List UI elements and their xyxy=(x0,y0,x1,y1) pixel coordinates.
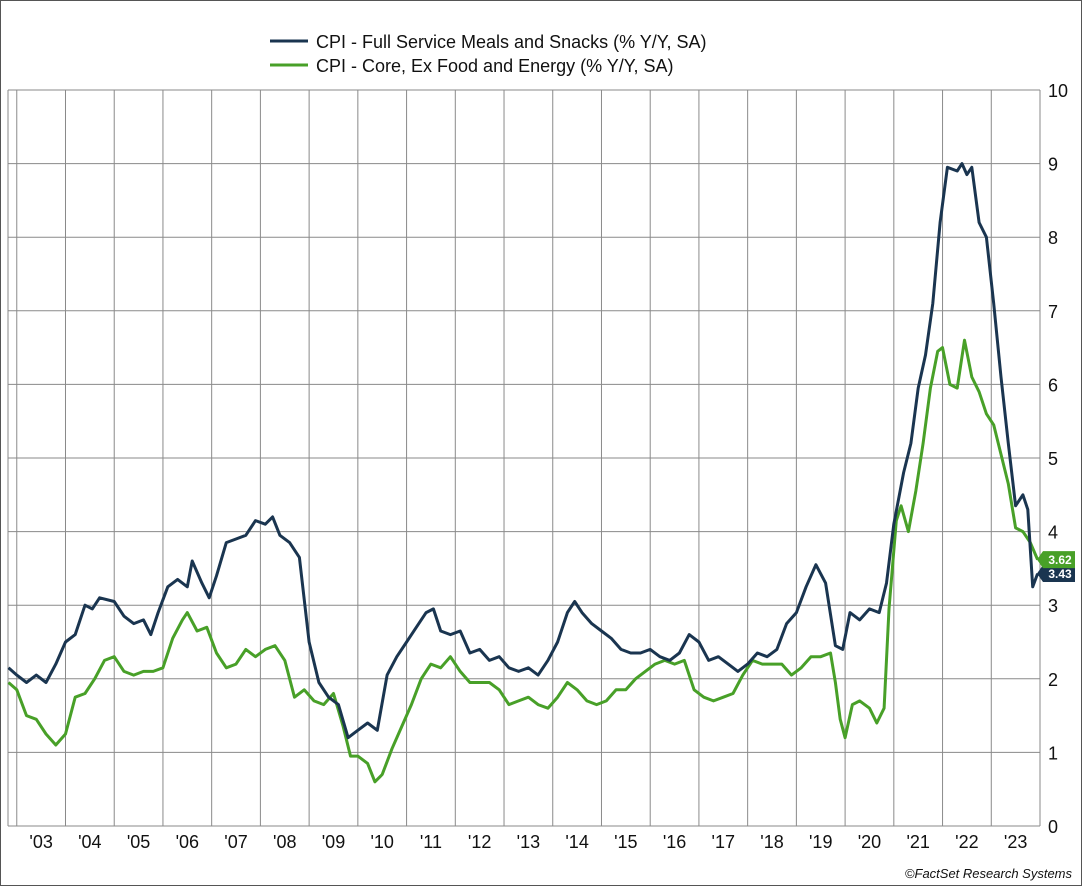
y-tick-label: 7 xyxy=(1048,302,1058,322)
end-label-layer: 3.433.62 xyxy=(1037,551,1075,583)
x-tick-label: '11 xyxy=(420,832,442,852)
x-tick-label: '07 xyxy=(224,832,247,852)
x-tick-label: '15 xyxy=(614,832,637,852)
x-tick-label: '08 xyxy=(273,832,296,852)
x-tick-label: '16 xyxy=(663,832,686,852)
end-badge-value: 3.43 xyxy=(1048,567,1072,581)
legend-label-core: CPI - Core, Ex Food and Energy (% Y/Y, S… xyxy=(316,56,674,76)
end-badge-shape xyxy=(1037,551,1075,569)
x-tick-label: '13 xyxy=(517,832,540,852)
source-credit: ©FactSet Research Systems xyxy=(905,866,1073,881)
series-line-full-service xyxy=(7,162,1040,740)
x-tick-label: '18 xyxy=(760,832,783,852)
y-tick-label: 3 xyxy=(1048,596,1058,616)
x-tick-label: '04 xyxy=(78,832,101,852)
x-tick-label: '03 xyxy=(29,832,52,852)
y-tick-label: 1 xyxy=(1048,743,1058,763)
x-tick-label: '21 xyxy=(906,832,929,852)
x-tick-label: '09 xyxy=(322,832,345,852)
y-tick-label: 8 xyxy=(1048,228,1058,248)
x-tick-label: '10 xyxy=(370,832,393,852)
end-badge-full-service: 3.43 xyxy=(1037,565,1075,583)
legend-label-full-service: CPI - Full Service Meals and Snacks (% Y… xyxy=(316,32,706,52)
grid-layer xyxy=(7,89,1041,827)
x-tick-label: '05 xyxy=(127,832,150,852)
y-tick-label: 0 xyxy=(1048,817,1058,837)
y-tick-label: 9 xyxy=(1048,155,1058,175)
x-tick-label: '17 xyxy=(712,832,735,852)
y-tick-label: 6 xyxy=(1048,375,1058,395)
end-badge-shape xyxy=(1037,565,1075,583)
y-tick-label: 2 xyxy=(1048,670,1058,690)
y-tick-label: 4 xyxy=(1048,523,1058,543)
axis-layer: 0 1 2 3 4 5 6 7 8 9 10 '03 '04 '05 '06 '07 '08 '09 '10 '11 '… xyxy=(29,81,1068,852)
end-badge-core: 3.62 xyxy=(1037,551,1075,569)
legend: CPI - Full Service Meals and Snacks (% Y… xyxy=(270,32,706,76)
series-layer xyxy=(7,162,1040,784)
x-tick-label: '12 xyxy=(468,832,491,852)
x-tick-label: '22 xyxy=(955,832,978,852)
x-tick-label: '23 xyxy=(1004,832,1027,852)
x-tick-label: '20 xyxy=(858,832,881,852)
y-tick-label: 5 xyxy=(1048,449,1058,469)
x-tick-label: '14 xyxy=(565,832,588,852)
x-tick-label: '19 xyxy=(809,832,832,852)
series-line-core xyxy=(7,338,1039,784)
end-badge-value: 3.62 xyxy=(1048,553,1072,567)
y-tick-label: 10 xyxy=(1048,81,1068,101)
x-tick-label: '06 xyxy=(176,832,199,852)
